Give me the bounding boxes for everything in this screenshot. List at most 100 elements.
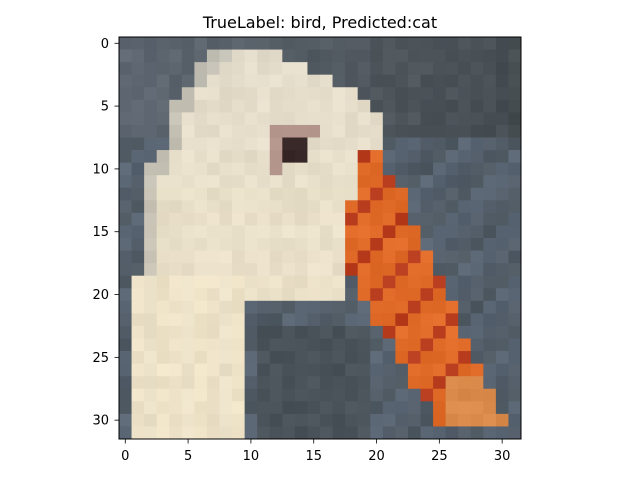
image-pixel (370, 37, 383, 50)
image-pixel (245, 414, 258, 427)
image-pixel (345, 163, 358, 176)
image-pixel (144, 301, 157, 314)
image-pixel (232, 163, 245, 176)
image-pixel (295, 138, 308, 151)
image-pixel (370, 238, 383, 251)
image-pixel (220, 87, 233, 100)
image-pixel (458, 263, 471, 276)
image-pixel (169, 100, 182, 113)
image-pixel (132, 301, 145, 314)
image-pixel (483, 364, 496, 377)
image-pixel (257, 50, 270, 63)
image-pixel (307, 188, 320, 201)
image-pixel (220, 238, 233, 251)
image-pixel (383, 87, 396, 100)
image-pixel (458, 75, 471, 88)
image-pixel (282, 426, 295, 439)
image-pixel (483, 288, 496, 301)
image-pixel (157, 175, 170, 188)
image-pixel (333, 376, 346, 389)
image-pixel (358, 188, 371, 201)
image-pixel (245, 175, 258, 188)
image-pixel (320, 401, 333, 414)
image-pixel (295, 251, 308, 264)
image-pixel (383, 200, 396, 213)
image-pixel (446, 301, 459, 314)
image-pixel (408, 313, 421, 326)
image-pixel (471, 112, 484, 125)
image-pixel (333, 339, 346, 352)
image-pixel (508, 125, 521, 138)
image-pixel (496, 426, 509, 439)
image-pixel (333, 301, 346, 314)
image-pixel (358, 62, 371, 75)
image-pixel (471, 326, 484, 339)
image-pixel (458, 376, 471, 389)
image-pixel (508, 150, 521, 163)
image-pixel (458, 339, 471, 352)
image-pixel (458, 401, 471, 414)
image-pixel (358, 125, 371, 138)
image-pixel (182, 62, 195, 75)
image-pixel (383, 426, 396, 439)
image-pixel (132, 376, 145, 389)
image-pixel (144, 313, 157, 326)
image-pixel (232, 351, 245, 364)
image-pixel (358, 200, 371, 213)
image-pixel (245, 339, 258, 352)
image-pixel (483, 414, 496, 427)
image-pixel (320, 225, 333, 238)
image-pixel (383, 276, 396, 289)
image-pixel (282, 112, 295, 125)
image-pixel (245, 301, 258, 314)
image-pixel (421, 50, 434, 63)
image-pixel (508, 225, 521, 238)
image-pixel (446, 213, 459, 226)
image-pixel (144, 426, 157, 439)
image-pixel (144, 188, 157, 201)
image-pixel (194, 163, 207, 176)
image-pixel (257, 125, 270, 138)
image-pixel (194, 62, 207, 75)
image-pixel (471, 138, 484, 151)
image-pixel (157, 351, 170, 364)
image-pixel (433, 326, 446, 339)
image-pixel (508, 163, 521, 176)
image-pixel (383, 112, 396, 125)
image-pixel (194, 326, 207, 339)
image-pixel (144, 62, 157, 75)
image-pixel (132, 288, 145, 301)
image-pixel (220, 276, 233, 289)
image-pixel (483, 326, 496, 339)
image-pixel (320, 100, 333, 113)
image-pixel (270, 200, 283, 213)
image-pixel (245, 75, 258, 88)
image-pixel (446, 351, 459, 364)
image-pixel (496, 138, 509, 151)
image-pixel (194, 50, 207, 63)
image-pixel (194, 188, 207, 201)
image-pixel (157, 150, 170, 163)
image-pixel (182, 138, 195, 151)
image-pixel (194, 426, 207, 439)
image-pixel (182, 75, 195, 88)
image-pixel (471, 163, 484, 176)
image-pixel (383, 125, 396, 138)
image-pixel (132, 225, 145, 238)
image-pixel (295, 225, 308, 238)
image-pixel (257, 376, 270, 389)
image-pixel (395, 313, 408, 326)
image-pixel (220, 426, 233, 439)
image-pixel (220, 313, 233, 326)
image-pixel (383, 313, 396, 326)
image-pixel (358, 175, 371, 188)
image-pixel (307, 200, 320, 213)
image-pixel (245, 376, 258, 389)
image-pixel (220, 414, 233, 427)
x-tick-label: 10 (243, 449, 260, 464)
image-pixel (207, 213, 220, 226)
image-pixel (496, 163, 509, 176)
image-pixel (508, 213, 521, 226)
image-pixel (270, 376, 283, 389)
